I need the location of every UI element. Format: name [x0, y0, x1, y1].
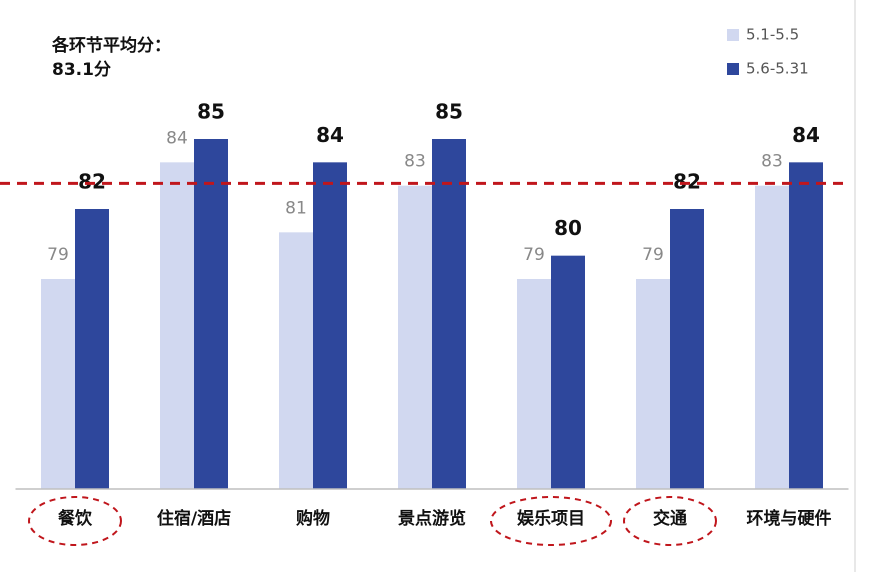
bar: [517, 279, 551, 489]
x-tick-label: 餐饮: [58, 508, 93, 529]
legend-swatch: [727, 63, 739, 75]
value-label: 85: [435, 100, 463, 124]
value-label: 83: [404, 152, 426, 172]
legend-label: 5.6-5.31: [746, 60, 809, 78]
value-label: 79: [523, 245, 545, 265]
legend-label: 5.1-5.5: [746, 26, 799, 44]
bar: [670, 209, 704, 489]
value-label: 80: [554, 216, 582, 240]
value-label: 79: [47, 245, 69, 265]
value-label: 81: [285, 198, 307, 218]
bar: [636, 279, 670, 489]
value-label: 79: [642, 245, 664, 265]
highlight-ellipse: [490, 496, 612, 546]
legend-swatch: [727, 29, 739, 41]
bar: [755, 185, 789, 489]
bar: [194, 139, 228, 489]
x-tick-label: 住宿/酒店: [157, 508, 231, 529]
value-label: 84: [316, 123, 344, 147]
value-label: 83: [761, 152, 783, 172]
x-tick-label: 购物: [296, 508, 330, 529]
value-label: 85: [197, 100, 225, 124]
bar: [41, 279, 75, 489]
value-label: 84: [792, 123, 820, 147]
value-label: 82: [673, 170, 701, 194]
value-label: 82: [78, 170, 106, 194]
bar: [789, 162, 823, 490]
bar: [313, 162, 347, 490]
bar: [551, 255, 585, 489]
highlight-ellipse: [28, 496, 122, 546]
x-tick-label: 环境与硬件: [747, 508, 832, 529]
reference-label: 83.1分: [52, 60, 111, 80]
annotation: 各环节平均分：: [51, 35, 171, 56]
value-label: 84: [166, 128, 188, 148]
x-tick-label: 交通: [653, 508, 687, 529]
bar: [432, 139, 466, 489]
x-tick-label: 娱乐项目: [517, 508, 585, 529]
highlight-ellipse: [623, 496, 717, 546]
bar: [279, 232, 313, 490]
x-tick-label: 景点游览: [398, 508, 466, 529]
bar: [160, 162, 194, 490]
bar: [75, 209, 109, 489]
bar: [398, 185, 432, 489]
